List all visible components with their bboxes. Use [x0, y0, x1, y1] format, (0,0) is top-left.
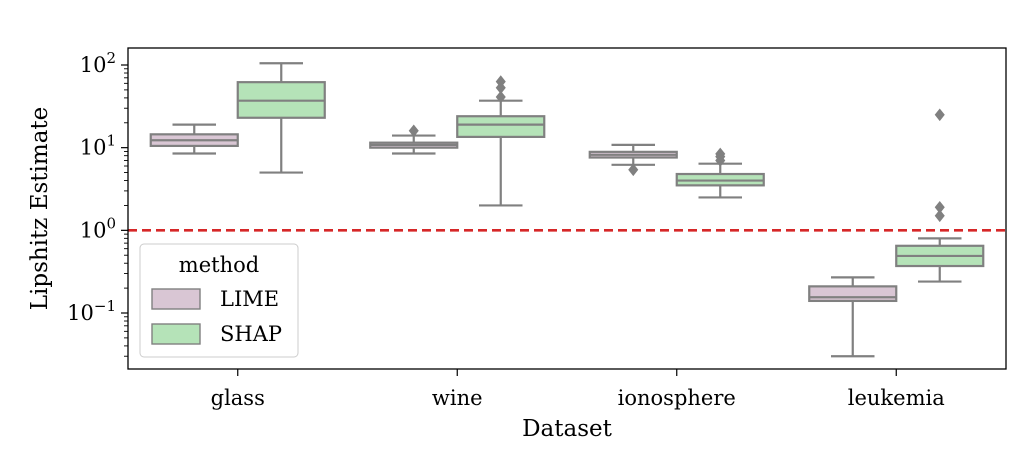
x-tick-label-wine: wine: [432, 386, 483, 410]
lime-leukemia-box: [808, 285, 898, 303]
lime-wine-outlier: [408, 124, 419, 138]
shap-leukemia-outlier: [934, 200, 945, 214]
shap-wine-box: [456, 115, 546, 138]
legend-swatch-lime: [151, 288, 201, 310]
shap-leukemia-outlier: [934, 209, 945, 223]
y-tick-label: 101: [80, 132, 116, 160]
x-axis-title: Dataset: [522, 416, 613, 442]
x-tick-label-glass: glass: [211, 386, 265, 410]
shap-wine-outlier: [495, 75, 506, 88]
legend-label-lime: LIME: [220, 287, 279, 311]
lime-ionosphere-outlier: [628, 163, 639, 177]
shap-leukemia-outlier: [934, 108, 945, 122]
legend: method LIME SHAP: [139, 243, 299, 358]
y-tick-label: 100: [80, 214, 116, 242]
legend-label-shap: SHAP: [220, 322, 282, 346]
shap-wine-outlier: [495, 90, 506, 104]
y-axis-title: Lipshitz Estimate: [27, 107, 53, 311]
x-tick-label-ionosphere: ionosphere: [618, 386, 736, 410]
x-tick-label-leukemia: leukemia: [848, 386, 945, 410]
y-tick-label: 102: [80, 49, 116, 77]
legend-title: method: [179, 253, 259, 277]
shap-ionosphere-outlier: [715, 147, 726, 161]
plot-frame: [127, 47, 1007, 370]
y-tick-label: 10−1: [67, 297, 116, 325]
axes-layer: 10−1 100 101 102 glass wine ionosphere leukemia…: [27, 47, 1007, 442]
legend-swatch-shap: [151, 323, 201, 345]
plot-layer: [149, 62, 985, 358]
